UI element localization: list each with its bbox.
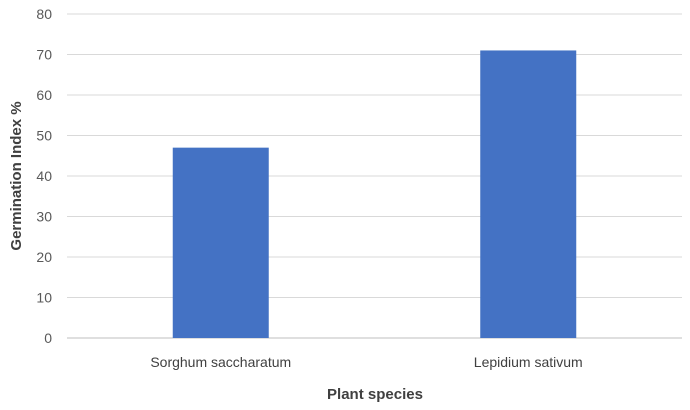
y-tick-label: 30 bbox=[36, 209, 52, 225]
y-tick-label: 20 bbox=[36, 249, 52, 265]
bar-lepidium-sativum bbox=[480, 50, 577, 338]
bars bbox=[172, 50, 577, 338]
y-tick-label: 50 bbox=[36, 128, 52, 144]
y-tick-label: 60 bbox=[36, 87, 52, 103]
x-axis-title: Plant species bbox=[327, 386, 423, 403]
x-category-label: Lepidium sativum bbox=[474, 354, 583, 370]
y-tick-label: 70 bbox=[36, 47, 52, 63]
y-axis-title: Germination Index % bbox=[8, 101, 25, 250]
x-category-label: Sorghum saccharatum bbox=[150, 354, 291, 370]
bar-sorghum-saccharatum bbox=[172, 147, 269, 338]
y-tick-label: 0 bbox=[44, 330, 52, 346]
y-tick-labels: 0 10 20 30 40 50 60 70 80 bbox=[36, 6, 52, 346]
y-tick-label: 80 bbox=[36, 6, 52, 22]
y-tick-label: 10 bbox=[36, 290, 52, 306]
x-category-labels: Sorghum saccharatum Lepidium sativum bbox=[150, 354, 582, 370]
y-tick-label: 40 bbox=[36, 168, 52, 184]
gridlines bbox=[67, 13, 682, 339]
